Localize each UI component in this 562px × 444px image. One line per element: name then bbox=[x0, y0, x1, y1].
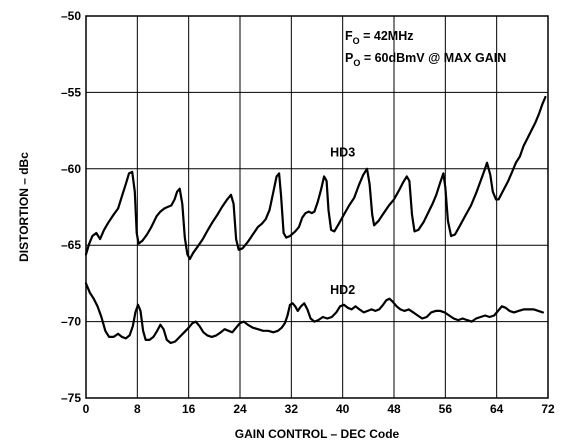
annotation-power-sub: O bbox=[353, 58, 360, 68]
y-tick-label: –65 bbox=[61, 238, 81, 252]
x-tick-label: 56 bbox=[439, 402, 453, 416]
x-tick-label: 0 bbox=[83, 402, 90, 416]
annotation-frequency-sub: O bbox=[353, 36, 360, 46]
x-tick-label: 32 bbox=[285, 402, 299, 416]
x-tick-label: 72 bbox=[541, 402, 555, 416]
x-tick-label: 64 bbox=[490, 402, 504, 416]
y-axis-title: DISTORTION – dBc bbox=[17, 152, 31, 262]
plot-frame bbox=[85, 15, 549, 399]
x-tick-label: 48 bbox=[387, 402, 401, 416]
series-line-hd3 bbox=[84, 95, 547, 261]
x-tick-label: 24 bbox=[233, 402, 247, 416]
x-tick-labels: 0 8 16 24 32 40 48 56 64 72 bbox=[83, 402, 555, 416]
series-line-hd2 bbox=[84, 282, 544, 345]
annotation-power-rest: = 60dBmV @ MAX GAIN bbox=[360, 51, 506, 65]
y-tick-label: –55 bbox=[61, 85, 81, 99]
annotation-frequency-rest: = 42MHz bbox=[360, 29, 414, 43]
x-tick-label: 8 bbox=[134, 402, 141, 416]
series-label-hd2: HD2 bbox=[330, 283, 355, 297]
annotation-frequency-main: F bbox=[345, 29, 353, 43]
grid-lines bbox=[86, 16, 548, 398]
x-tick-label: 40 bbox=[336, 402, 350, 416]
y-tick-label: –50 bbox=[61, 9, 81, 23]
x-axis-title: GAIN CONTROL – DEC Code bbox=[235, 427, 400, 441]
annotation-power: PO = 60dBmV @ MAX GAIN bbox=[345, 51, 506, 68]
y-tick-label: –60 bbox=[61, 162, 81, 176]
annotation-frequency: FO = 42MHz bbox=[345, 29, 414, 46]
annotation-power-main: P bbox=[345, 51, 353, 65]
y-tick-label: –75 bbox=[61, 391, 81, 405]
y-tick-label: –70 bbox=[61, 315, 81, 329]
series-lines bbox=[84, 95, 547, 345]
y-tick-labels: –50 –55 –60 –65 –70 –75 bbox=[61, 9, 81, 405]
x-tick-label: 16 bbox=[182, 402, 196, 416]
series-label-hd3: HD3 bbox=[330, 146, 355, 160]
